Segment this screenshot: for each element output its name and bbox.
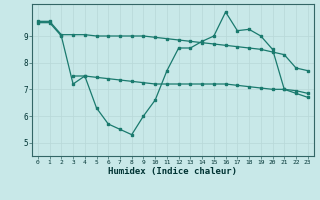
X-axis label: Humidex (Indice chaleur): Humidex (Indice chaleur) bbox=[108, 167, 237, 176]
